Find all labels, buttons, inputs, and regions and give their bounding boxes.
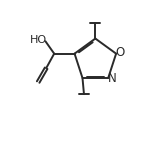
Text: O: O bbox=[116, 46, 125, 59]
Text: N: N bbox=[108, 72, 117, 85]
Text: HO: HO bbox=[30, 35, 47, 45]
